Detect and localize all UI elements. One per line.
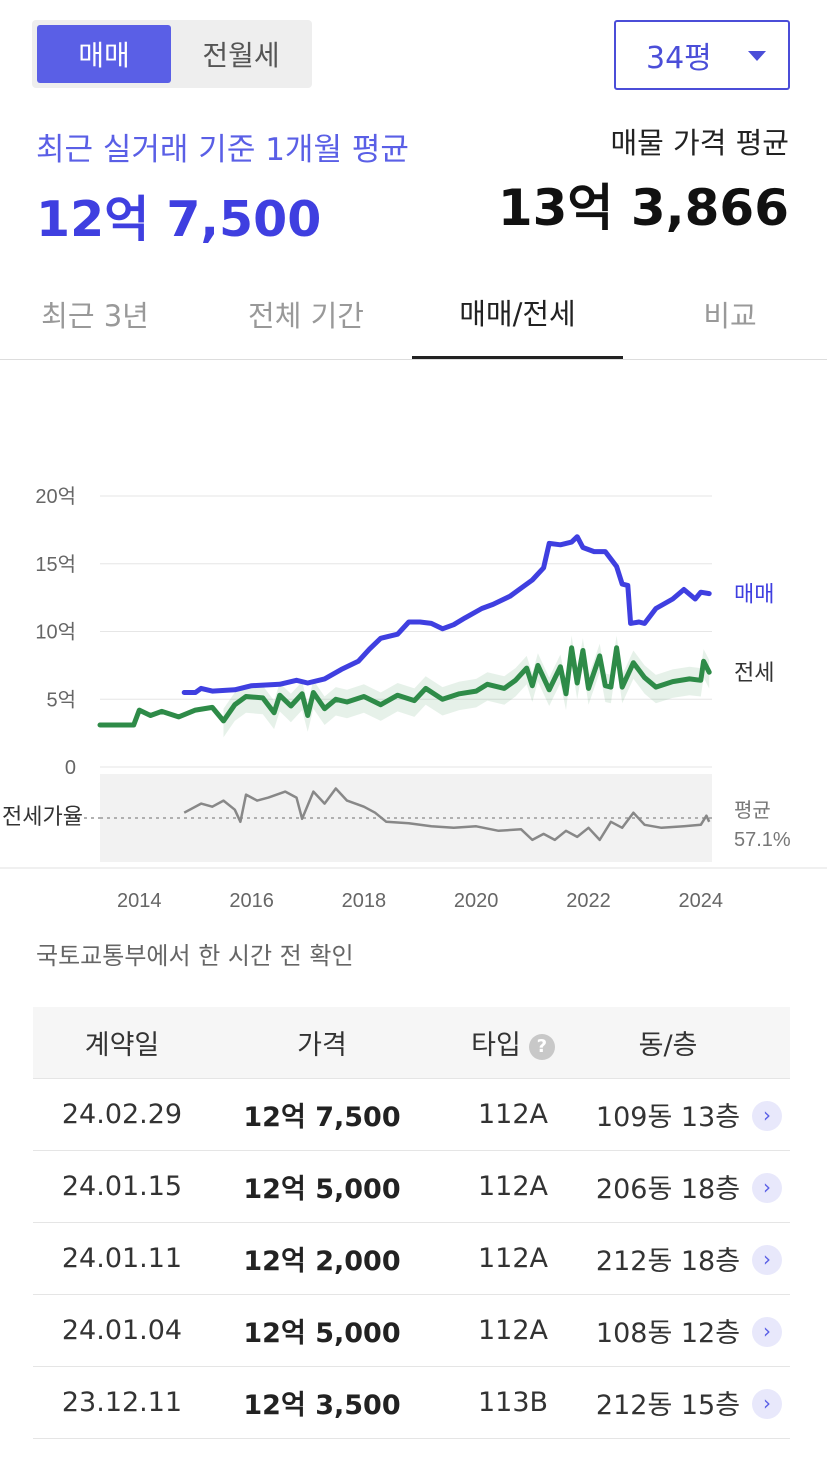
row-type: 112A	[477, 1315, 548, 1346]
row-unit: 109동 13층	[595, 1102, 741, 1133]
y-tick-label: 15억	[35, 553, 76, 576]
row-price: 12억 3,500	[243, 1390, 401, 1421]
row-type: 112A	[477, 1171, 548, 1202]
y-tick-label: 0	[65, 757, 76, 779]
series-line-jeonse	[97, 645, 712, 728]
recent-average-label: 최근 실거래 기준 1개월 평균	[36, 132, 409, 168]
header-unit: 동/층	[638, 1030, 698, 1061]
table-row[interactable]: 24.01.04 12억 5,000 112A 108동 12층 ›	[33, 1295, 790, 1367]
chart-period-tabs: 최근 3년 전체 기간 매매/전세 비교	[0, 268, 827, 360]
ratio-panel-label: 전세가율	[2, 804, 83, 829]
jeonse-range-band	[223, 635, 710, 738]
x-tick-label: 2014	[117, 890, 162, 912]
row-date: 24.01.11	[61, 1243, 183, 1274]
series-line-sale	[181, 534, 712, 695]
row-price: 12억 5,000	[243, 1318, 401, 1349]
x-tick-label: 2016	[229, 890, 274, 912]
table-row[interactable]: 24.01.15 12억 5,000 112A 206동 18층 ›	[33, 1151, 790, 1223]
row-type: 112A	[477, 1099, 548, 1130]
header-type-label: 타입	[471, 1030, 521, 1061]
size-dropdown[interactable]: 34평	[614, 20, 790, 90]
table-row[interactable]: 24.02.29 12억 7,500 112A 109동 13층 ›	[33, 1079, 790, 1151]
x-tick-label: 2018	[342, 890, 387, 912]
row-date: 24.01.04	[61, 1315, 183, 1346]
row-type: 112A	[477, 1243, 548, 1274]
caret-down-icon	[748, 51, 766, 61]
ratio-average-value: 57.1%	[734, 829, 791, 851]
row-price: 12억 2,000	[243, 1246, 401, 1277]
tab-compare[interactable]: 비교	[703, 298, 757, 333]
row-date: 23.12.11	[61, 1387, 183, 1418]
row-type: 113B	[477, 1387, 549, 1418]
row-unit: 108동 12층	[595, 1318, 741, 1349]
row-unit: 212동 15층	[595, 1390, 741, 1421]
ratio-average-label: 평균	[734, 799, 771, 822]
transactions-table: 계약일 가격 타입? 동/층 24.02.29 12억 7,500 112A 1…	[33, 1007, 790, 1439]
help-icon[interactable]: ?	[528, 1033, 555, 1060]
toggle-rent[interactable]: 전월세	[202, 39, 280, 72]
y-tick-label: 20억	[35, 485, 76, 508]
y-tick-label: 10억	[35, 621, 76, 644]
x-tick-label: 2022	[566, 890, 611, 912]
x-tick-label: 2020	[454, 890, 499, 912]
ratio-panel-background	[100, 774, 712, 862]
listing-average-label: 매물 가격 평균	[610, 126, 789, 160]
row-price: 12억 7,500	[243, 1102, 401, 1133]
header-price: 가격	[297, 1030, 347, 1061]
size-dropdown-value: 34평	[646, 41, 712, 76]
chevron-right-icon[interactable]: ›	[752, 1101, 782, 1131]
trade-type-toggle: 매매 전월세	[32, 20, 312, 88]
table-row[interactable]: 23.12.11 12억 3,500 113B 212동 15층 ›	[33, 1367, 790, 1439]
chevron-right-icon[interactable]: ›	[752, 1317, 782, 1347]
chevron-right-icon[interactable]: ›	[752, 1173, 782, 1203]
tab-recent-3-years[interactable]: 최근 3년	[41, 298, 149, 333]
series-label: 전세	[734, 660, 774, 685]
toggle-sale[interactable]: 매매	[37, 25, 171, 83]
row-date: 24.02.29	[61, 1099, 183, 1130]
tab-sale-jeonse[interactable]: 매매/전세	[412, 268, 623, 359]
chevron-right-icon[interactable]: ›	[752, 1389, 782, 1419]
series-label: 매매	[734, 582, 774, 607]
recent-average-value: 12억 7,500	[36, 191, 322, 248]
tab-all-period[interactable]: 전체 기간	[248, 298, 364, 333]
x-tick-label: 2024	[679, 890, 724, 912]
header-date: 계약일	[84, 1030, 160, 1061]
table-row[interactable]: 24.01.11 12억 2,000 112A 212동 18층 ›	[33, 1223, 790, 1295]
row-unit: 212동 18층	[595, 1246, 741, 1277]
header-type: 타입?	[433, 1023, 593, 1062]
y-tick-label: 5억	[46, 688, 76, 711]
row-unit: 206동 18층	[595, 1174, 741, 1205]
row-date: 24.01.15	[61, 1171, 183, 1202]
ratio-line	[183, 787, 711, 842]
row-price: 12억 5,000	[243, 1174, 401, 1205]
listing-average-value: 13억 3,866	[497, 179, 789, 237]
source-note: 국토교통부에서 한 시간 전 확인	[36, 942, 354, 970]
chevron-right-icon[interactable]: ›	[752, 1245, 782, 1275]
table-header: 계약일 가격 타입? 동/층	[33, 1007, 790, 1079]
